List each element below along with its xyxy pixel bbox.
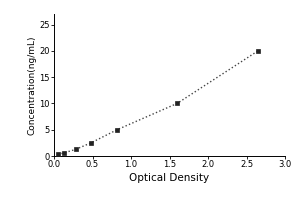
Y-axis label: Concentration(ng/mL): Concentration(ng/mL) — [28, 35, 37, 135]
X-axis label: Optical Density: Optical Density — [129, 173, 210, 183]
